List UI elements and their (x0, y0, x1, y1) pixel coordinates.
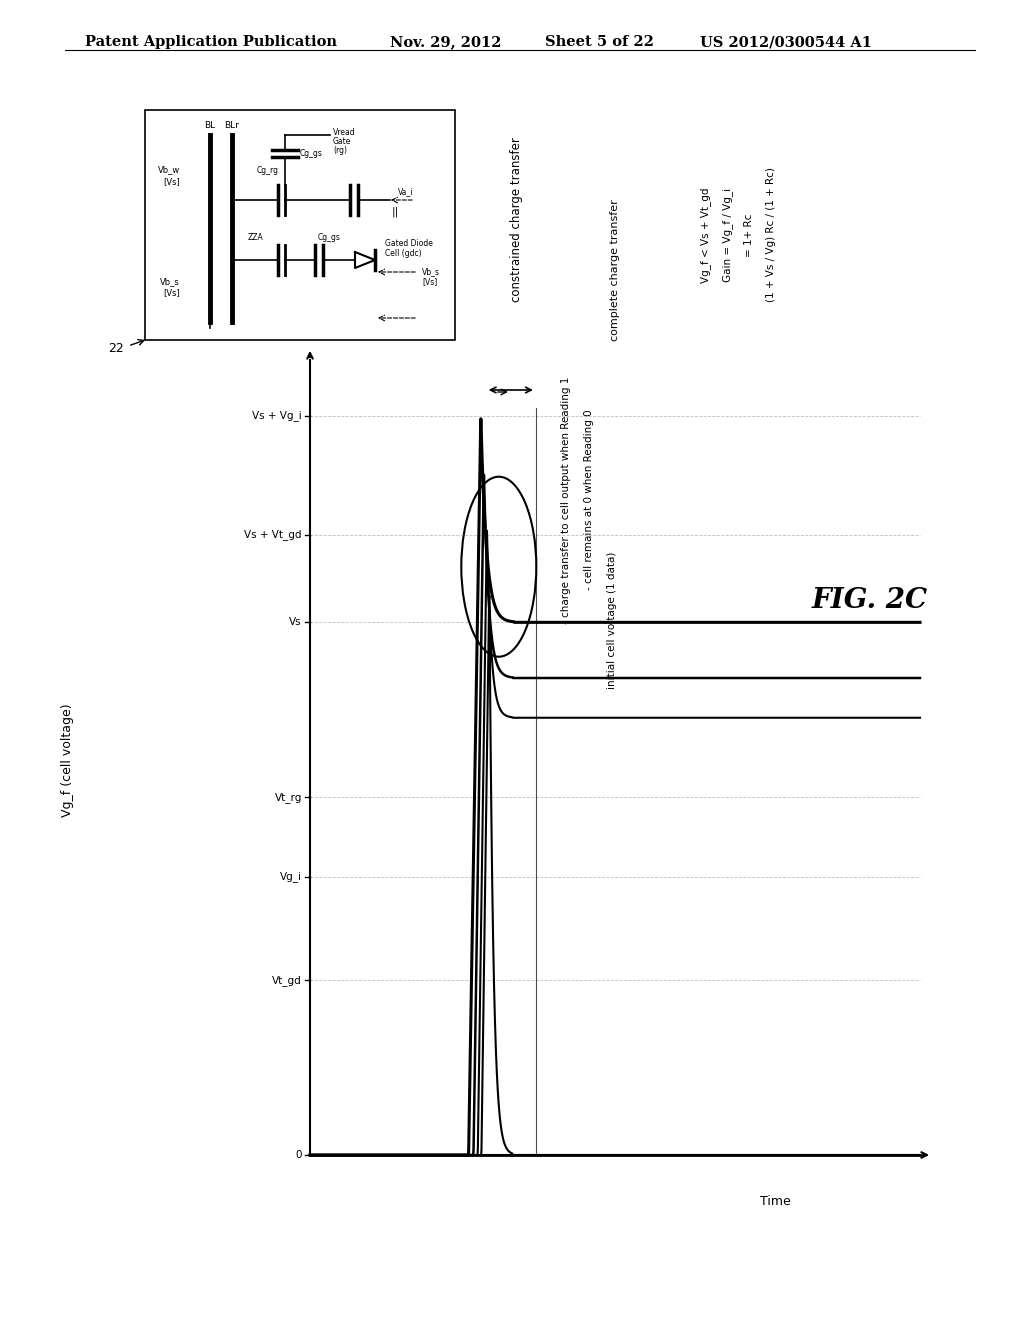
Text: Nov. 29, 2012: Nov. 29, 2012 (390, 36, 502, 49)
Text: Vb_s: Vb_s (422, 268, 440, 276)
Text: ||: || (392, 207, 399, 218)
Text: Gain = Vg_f / Vg_i: Gain = Vg_f / Vg_i (722, 187, 733, 282)
Text: - charge transfer to cell output when Reading 1: - charge transfer to cell output when Re… (561, 376, 570, 623)
Text: constrained charge transfer: constrained charge transfer (510, 137, 523, 302)
Text: Cg_gs: Cg_gs (300, 149, 323, 158)
Text: Gate: Gate (333, 137, 351, 147)
Text: (rg): (rg) (333, 147, 347, 154)
Text: 22: 22 (108, 342, 124, 355)
Text: complete charge transfer: complete charge transfer (610, 199, 620, 341)
Text: Vt_gd: Vt_gd (272, 974, 302, 986)
Text: Vb_w: Vb_w (158, 165, 180, 174)
Text: Vg_f (cell voltage): Vg_f (cell voltage) (61, 704, 75, 817)
Text: Vs: Vs (290, 618, 302, 627)
Text: Time: Time (760, 1195, 791, 1208)
Text: Vt_rg: Vt_rg (274, 792, 302, 803)
Text: [Vs]: [Vs] (422, 277, 437, 286)
Text: Cell (gdc): Cell (gdc) (385, 249, 422, 257)
Text: FIG. 2C: FIG. 2C (812, 586, 928, 614)
Text: Vg_i: Vg_i (280, 871, 302, 882)
Text: Sheet 5 of 22: Sheet 5 of 22 (545, 36, 654, 49)
Text: Gated Diode: Gated Diode (385, 239, 433, 248)
Text: - cell remains at 0 when Reading 0: - cell remains at 0 when Reading 0 (584, 409, 594, 590)
Text: Vb_s: Vb_s (160, 277, 180, 286)
Text: initial cell voltage (1 data): initial cell voltage (1 data) (607, 552, 616, 689)
Text: Vread: Vread (333, 128, 355, 137)
Text: US 2012/0300544 A1: US 2012/0300544 A1 (700, 36, 872, 49)
Text: BLr: BLr (224, 121, 240, 129)
Text: [Vs]: [Vs] (163, 177, 180, 186)
Text: Vs + Vt_gd: Vs + Vt_gd (245, 529, 302, 540)
Text: (1 + Vs / Vg) Rc / (1 + Rc): (1 + Vs / Vg) Rc / (1 + Rc) (766, 168, 776, 302)
Text: Va_i: Va_i (398, 187, 414, 197)
Text: BL: BL (205, 121, 216, 129)
Text: Patent Application Publication: Patent Application Publication (85, 36, 337, 49)
Text: Vs + Vg_i: Vs + Vg_i (252, 411, 302, 421)
Bar (145, 110, 455, 341)
Text: [Vs]: [Vs] (163, 289, 180, 297)
Text: = 1+ Rc: = 1+ Rc (744, 214, 754, 256)
Text: Cg_gs: Cg_gs (318, 234, 341, 242)
Text: Cg_rg: Cg_rg (257, 166, 279, 176)
Text: Vg_f < Vs + Vt_gd: Vg_f < Vs + Vt_gd (700, 187, 711, 282)
Text: 0: 0 (296, 1150, 302, 1160)
Text: ZZA: ZZA (247, 234, 263, 242)
